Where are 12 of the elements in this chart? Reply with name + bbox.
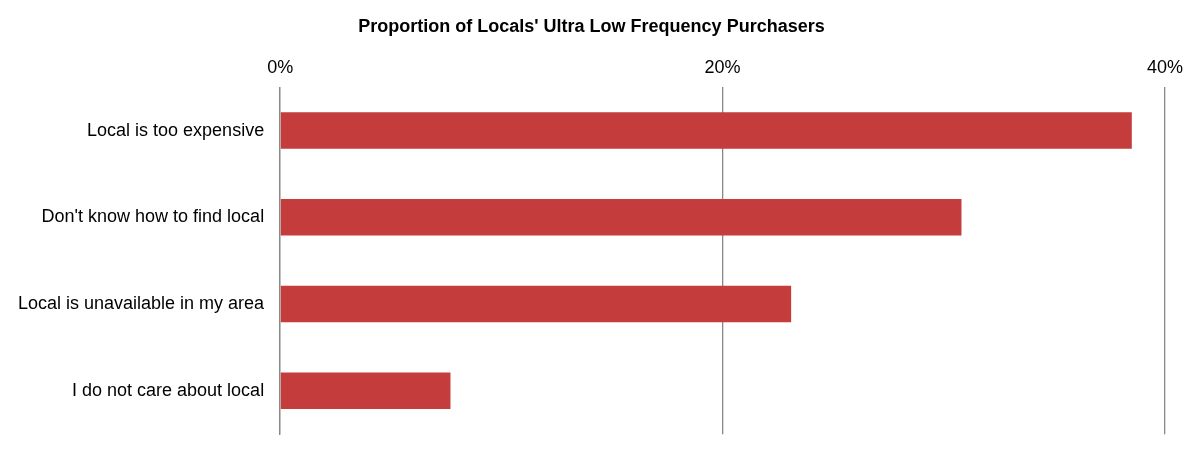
y-tick-label: Local is unavailable in my area bbox=[18, 293, 266, 314]
y-tick-label: Local is too expensive bbox=[87, 119, 265, 140]
y-tick-label: I do not care about local bbox=[72, 379, 265, 400]
bar bbox=[280, 285, 792, 323]
x-tick-label: 20% bbox=[704, 57, 741, 78]
chart-title: Proportion of Locals' Ultra Low Frequency Purchasers bbox=[358, 15, 825, 36]
x-tick-label: 0% bbox=[267, 57, 294, 78]
y-tick-label: Don't know how to find local bbox=[41, 206, 265, 227]
bar bbox=[280, 199, 962, 236]
bar bbox=[280, 112, 1132, 149]
bar bbox=[280, 372, 451, 410]
x-tick-label: 40% bbox=[1146, 57, 1183, 78]
